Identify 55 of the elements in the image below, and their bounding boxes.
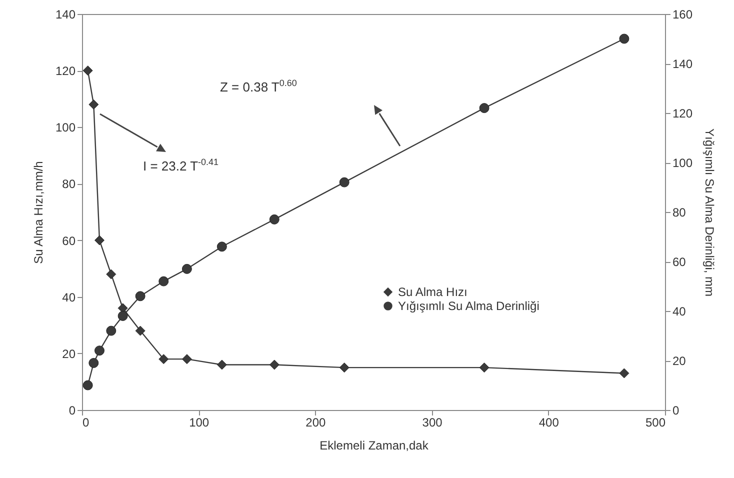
y2-tick-label: 60 <box>672 255 686 269</box>
y-tick-label: 20 <box>62 346 76 361</box>
y2-tick-label: 80 <box>672 206 686 220</box>
point <box>88 100 99 110</box>
point <box>619 34 630 44</box>
x-tick-label: 500 <box>645 416 666 430</box>
point <box>88 358 99 368</box>
legend-label: Yığışımlı Su Alma Derinliği <box>398 299 540 313</box>
y-axis-title: Su Alma Hızı,mm/h <box>31 161 46 264</box>
point <box>94 346 104 356</box>
x-tick-label: 200 <box>306 416 326 430</box>
x-axis-title: Eklemeli Zaman,dak <box>320 438 430 452</box>
point <box>216 360 227 370</box>
point <box>82 66 93 76</box>
x-tick-label: 300 <box>422 416 443 430</box>
point <box>182 354 192 364</box>
point <box>158 354 169 364</box>
y2-axis-title: Yığışımlı Su Alma Derinliği, mm <box>702 128 717 297</box>
point <box>106 269 116 280</box>
x-tick-label: 0 <box>82 416 90 430</box>
point <box>339 362 350 373</box>
point <box>269 214 280 224</box>
y2-tick-label: 160 <box>672 8 693 22</box>
y-tick-label: 0 <box>68 404 76 418</box>
point <box>269 360 280 370</box>
x-tick-label: 100 <box>189 416 210 430</box>
point <box>106 326 116 336</box>
y-tick-label: 40 <box>62 290 76 304</box>
point <box>94 235 104 246</box>
point <box>619 368 630 378</box>
y2-tick-label: 0 <box>672 404 680 418</box>
y2-tick-label: 120 <box>672 106 693 120</box>
y-tick-label: 60 <box>62 234 76 248</box>
y2-tick-label: 100 <box>672 156 693 170</box>
annotation: I = 23.2 T$^{-0.41}$ <box>143 157 219 174</box>
point <box>479 362 490 373</box>
point <box>135 326 146 336</box>
point <box>182 264 192 274</box>
y2-tick-label: 20 <box>672 354 686 368</box>
annotation: Z = 0.38 T$^{0.60}$ <box>220 78 297 94</box>
y-tick-label: 80 <box>62 177 76 192</box>
x-tick-label: 400 <box>538 416 560 430</box>
point <box>339 177 350 188</box>
point <box>118 310 128 321</box>
y-tick-label: 120 <box>55 64 76 78</box>
point <box>216 242 227 252</box>
point <box>82 380 93 390</box>
legend-label: Su Alma Hızı <box>398 285 468 299</box>
point <box>479 103 490 114</box>
y-tick-label: 140 <box>55 8 76 22</box>
y-tick-label: 100 <box>55 120 76 135</box>
point <box>135 291 146 302</box>
point <box>158 276 169 286</box>
y2-tick-label: 40 <box>672 304 686 318</box>
y2-tick-label: 140 <box>672 57 693 71</box>
